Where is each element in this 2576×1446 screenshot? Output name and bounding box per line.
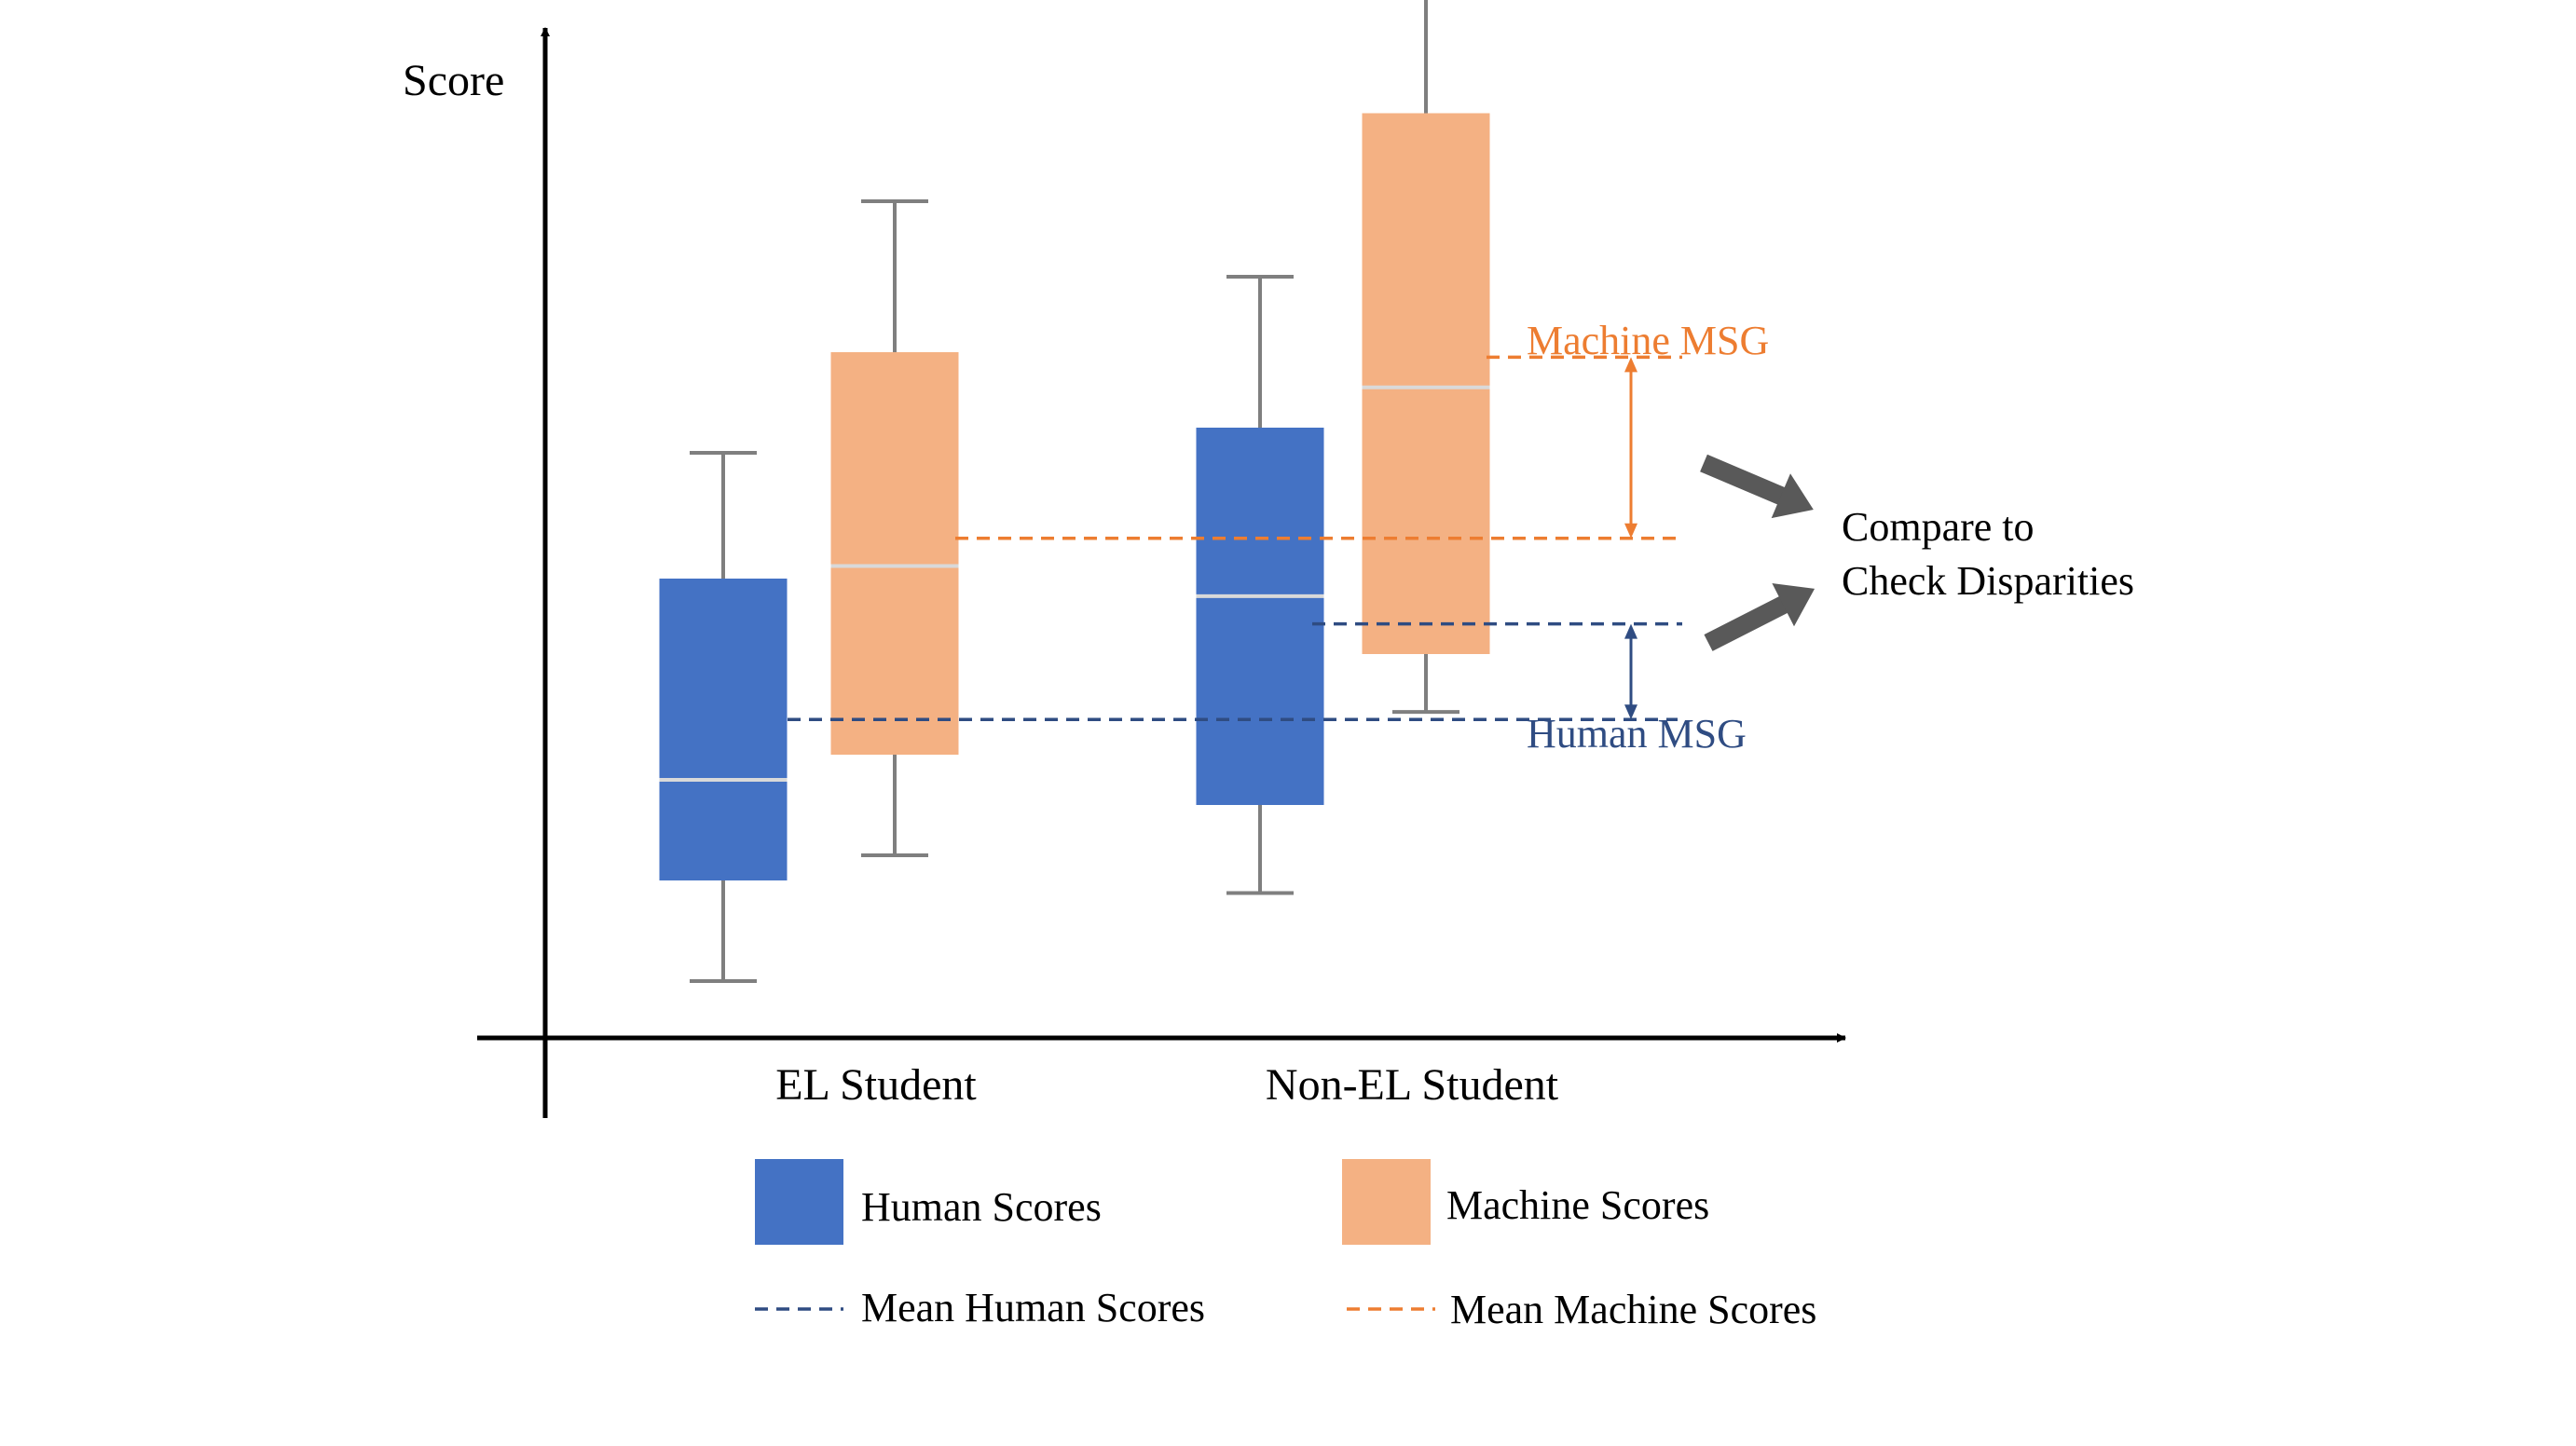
msg-arrows — [1624, 357, 1637, 720]
upper-compare-arrow-icon — [1700, 454, 1814, 519]
category-label-nonel: Non-EL Student — [1266, 1060, 1559, 1110]
box-plots — [659, 0, 1490, 983]
box-el-machine — [830, 199, 959, 857]
machine-msg-label: Machine MSG — [1527, 318, 1769, 363]
legend-human-scores: Human Scores — [861, 1184, 1102, 1230]
box-el-human — [659, 451, 788, 983]
y-axis-label: Score — [403, 56, 504, 105]
legend: Human Scores Machine Scores Mean Human S… — [755, 1159, 1816, 1332]
machine-msg-arrow-icon — [1624, 357, 1637, 539]
compare-text-line2: Check Disparities — [1842, 558, 2134, 604]
mean-lines — [788, 355, 1682, 721]
legend-machine-scores: Machine Scores — [1446, 1182, 1709, 1228]
legend-mean-machine: Mean Machine Scores — [1450, 1287, 1816, 1332]
category-label-el: EL Student — [775, 1060, 977, 1110]
human-msg-label: Human MSG — [1527, 711, 1747, 757]
iqr-box — [1362, 113, 1490, 654]
box-nonel-machine — [1362, 0, 1490, 715]
compare-text-line1: Compare to — [1842, 504, 2035, 550]
legend-machine-swatch — [1342, 1159, 1431, 1245]
iqr-box — [1196, 428, 1324, 805]
legend-mean-human: Mean Human Scores — [861, 1285, 1205, 1330]
axes: Score — [403, 27, 1846, 1118]
lower-compare-arrow-icon — [1704, 582, 1816, 651]
human-msg-arrow-icon — [1624, 623, 1637, 720]
iqr-box — [659, 579, 788, 880]
legend-human-swatch — [755, 1159, 843, 1245]
box-nonel-human — [1196, 275, 1324, 895]
iqr-box — [830, 352, 959, 755]
compare-arrows — [1700, 454, 1816, 651]
